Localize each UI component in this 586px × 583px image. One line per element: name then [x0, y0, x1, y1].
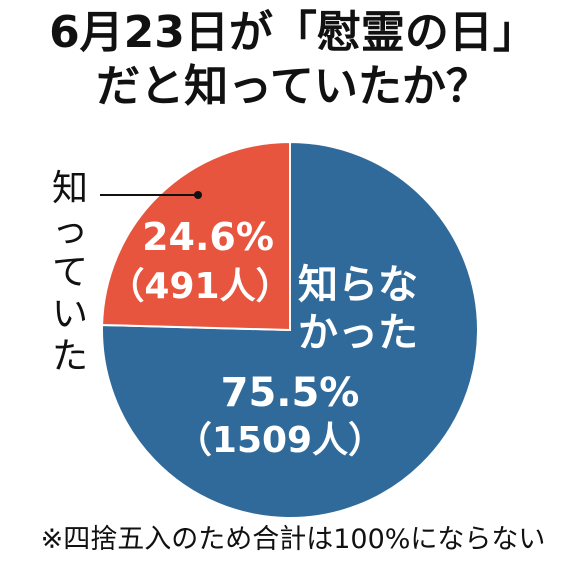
- slice-label-knew-char: っ: [51, 210, 88, 251]
- leader-dot: [194, 191, 202, 199]
- chart-title-line-2: だと知っていたか？: [96, 61, 490, 112]
- chart-title-line-1: 6月23日が「慰霊の日」: [49, 7, 537, 58]
- slice-label-knew-char: 知: [51, 168, 88, 209]
- percent-label-did-not-know: 75.5%: [221, 370, 360, 416]
- footnote: ※四捨五入のため合計は100%にならない: [40, 524, 546, 555]
- slice-label-did-not-know-line-2: かった: [298, 310, 418, 356]
- slice-label-did-not-know-line-1: 知らな: [298, 262, 418, 308]
- count-label-did-not-know: （1509人）: [176, 420, 384, 461]
- percent-label-knew: 24.6%: [142, 215, 274, 259]
- slice-label-knew-char: い: [51, 294, 88, 335]
- slice-label-knew-char: た: [51, 336, 88, 377]
- slice-label-knew: 知っていた: [50, 168, 90, 378]
- count-label-knew: （491人）: [108, 266, 291, 307]
- slice-label-knew-char: て: [51, 252, 88, 293]
- chart-title: 6月23日が「慰霊の日」 だと知っていたか？: [0, 6, 586, 114]
